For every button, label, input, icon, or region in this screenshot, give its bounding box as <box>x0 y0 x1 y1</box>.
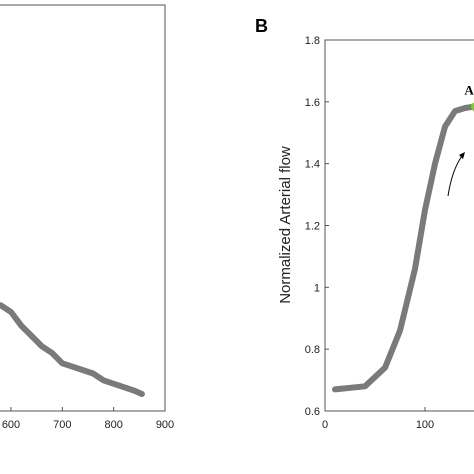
panel-b-frame <box>324 39 474 412</box>
panel-b-y-tick-label: 1.4 <box>305 159 320 171</box>
panel-b-series-line <box>332 103 474 393</box>
panel-b-x-tick-label: 100 <box>416 419 434 431</box>
panel-b-x-ticks: 0100200 <box>322 407 434 431</box>
panel-a-x-ticks: 600 700 800 900 <box>2 407 174 431</box>
panel-a-x-tick-label: 700 <box>53 419 71 431</box>
panel-b-y-tick-label: 1.8 <box>305 35 320 47</box>
panel-a-frame <box>0 4 166 412</box>
annotation-marker <box>471 102 474 111</box>
panel-a-x-tick-label: 800 <box>104 419 122 431</box>
panel-b-ylabel: Normalized Arterial flow <box>277 146 294 304</box>
panel-b-y-ticks: 0.6 0.8 1 1.2 1.4 1.6 1.8 <box>305 35 329 418</box>
panel-a-x-tick-label: 600 <box>2 419 20 431</box>
panel-b-y-tick-label: 0.8 <box>305 344 320 356</box>
curved-arrow-icon <box>447 155 463 197</box>
panel-a-series-line <box>0 302 145 397</box>
panel-b-y-tick-label: 1.6 <box>305 97 320 109</box>
panel-b-annotations: AP₁M₁ <box>464 82 474 111</box>
panel-b-y-tick-label: 1 <box>314 282 320 294</box>
panel-b-letter: B <box>255 16 268 36</box>
arrowhead-icon <box>459 152 465 159</box>
panel-b-x-tick-label: 0 <box>322 419 328 431</box>
annotation-label: AP₁ <box>464 82 474 97</box>
panel-a-x-tick-label: 900 <box>156 419 174 431</box>
panel-b-y-tick-label: 1.2 <box>305 221 320 233</box>
panel-b-y-tick-label: 0.6 <box>305 406 320 418</box>
